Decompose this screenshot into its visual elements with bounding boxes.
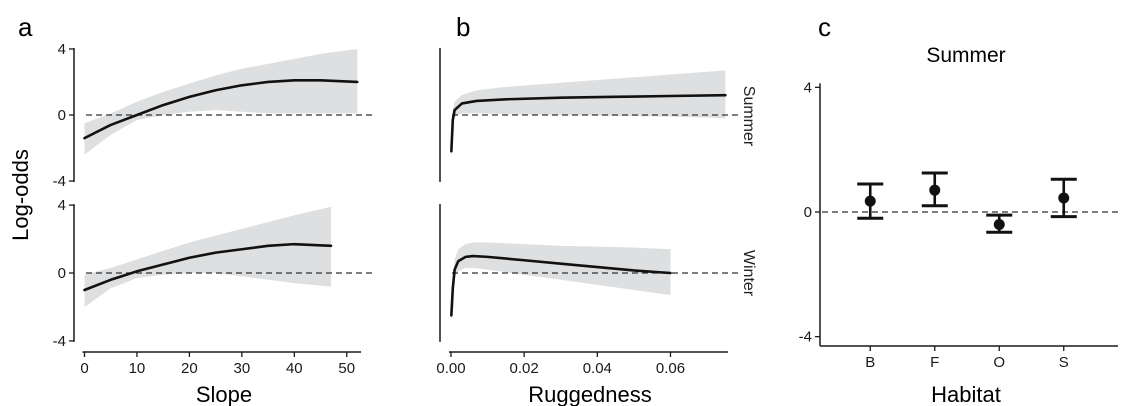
panel-letter-a: a — [18, 12, 33, 42]
slope-x-tick-label: 0 — [80, 360, 88, 377]
habitat-point — [929, 184, 941, 196]
slope-summer-y-tick-label: 4 — [58, 41, 66, 58]
habitat-y-tick-label: 4 — [804, 79, 812, 96]
habitat-x-axis-title: Habitat — [931, 382, 1001, 406]
slope-x-tick-label: 50 — [338, 360, 355, 377]
slope-x-tick-label: 10 — [129, 360, 146, 377]
ruggedness-winter-panel — [439, 204, 740, 342]
ruggedness-x-tick-label: 0.04 — [583, 360, 612, 377]
habitat-chart-title: Summer — [926, 44, 1005, 67]
slope-x-tick-label: 40 — [286, 360, 303, 377]
habitat-x-tick-label: B — [865, 354, 875, 371]
habitat-point — [993, 218, 1005, 230]
slope-winter-y-tick-label: 0 — [58, 265, 66, 282]
panel-letter-c: c — [818, 12, 831, 42]
ruggedness-x-axis-title: Ruggedness — [528, 382, 652, 406]
y-axis-title: Log-odds — [8, 149, 33, 241]
ruggedness-x-tick-label: 0.02 — [510, 360, 539, 377]
slope-x-axis-title: Slope — [196, 382, 252, 406]
slope-summer-y-tick-label: -4 — [53, 173, 66, 190]
slope-winter-y-tick-label: -4 — [53, 333, 66, 350]
slope-summer-panel: 4 0 -4 — [53, 41, 373, 190]
habitat-y-tick-label: -4 — [799, 329, 812, 346]
ruggedness-summer-ci-ribbon — [451, 70, 726, 155]
slope-summer-fit-line — [83, 79, 359, 140]
slope-x-tick-label: 20 — [181, 360, 198, 377]
strip-label-winter: Winter — [740, 250, 757, 297]
panel-letter-b: b — [456, 12, 470, 42]
slope-summer-ci-ribbon — [84, 48, 358, 155]
strip-label-summer: Summer — [740, 86, 757, 147]
ruggedness-summer-fit-line — [450, 93, 727, 153]
habitat-x-tick-label: O — [993, 354, 1005, 371]
slope-winter-panel: 4 0 -4 — [53, 197, 373, 350]
habitat-panel: 4 0 -4 B F O S — [799, 79, 1118, 371]
slope-summer-y-tick-label: 0 — [58, 107, 66, 124]
habitat-point — [1058, 192, 1070, 204]
habitat-x-tick-label: S — [1059, 354, 1069, 371]
slope-winter-ci-ribbon — [84, 206, 332, 307]
ruggedness-x-axis: 0.00 0.02 0.04 0.06 — [436, 351, 728, 377]
habitat-x-tick-label: F — [930, 354, 939, 371]
slope-winter-y-tick-label: 4 — [58, 197, 66, 214]
ruggedness-x-tick-label: 0.00 — [436, 360, 465, 377]
slope-x-tick-label: 30 — [234, 360, 251, 377]
ruggedness-x-tick-label: 0.06 — [656, 360, 685, 377]
slope-winter-fit-line — [83, 242, 333, 292]
ruggedness-winter-ci-ribbon — [451, 242, 671, 319]
ruggedness-winter-fit-line — [450, 254, 672, 317]
slope-x-axis: 0 10 20 30 40 50 — [80, 351, 361, 377]
ruggedness-summer-panel — [439, 47, 740, 183]
habitat-point — [864, 195, 876, 207]
habitat-y-tick-label: 0 — [804, 204, 812, 221]
